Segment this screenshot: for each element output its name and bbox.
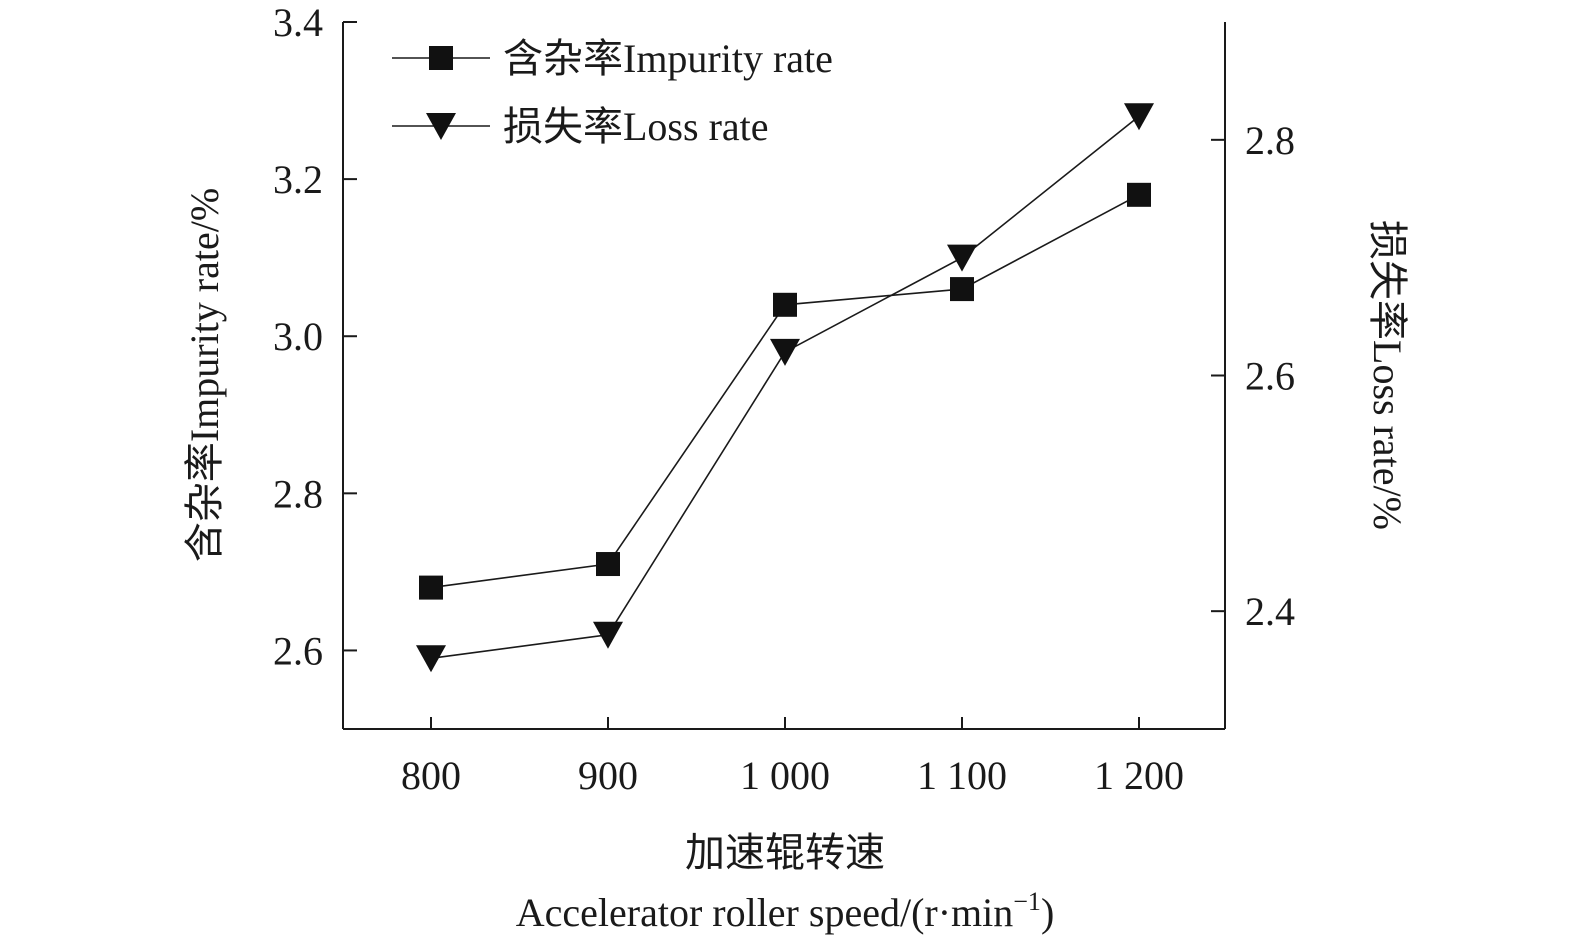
series-1-point [593,621,623,649]
x-axis-label-english-main: Accelerator roller speed/(r·min [516,890,1014,935]
series-1-point [416,645,446,673]
y-left-tick-label: 3.4 [273,0,323,45]
legend-1-label: 损失率Loss rate [503,104,769,149]
y-axis-label-right: 损失率Loss rate/% [1365,220,1410,530]
x-tick-label: 900 [578,753,638,798]
legend-0-marker [429,46,453,70]
series-1-point [1124,103,1154,131]
series-0-line [430,194,1140,589]
legend: 含杂率Impurity rate 损失率Loss rate [392,36,833,149]
series-0-point [950,277,974,302]
series-1-line [430,115,1140,660]
series-0-point [773,292,797,317]
y-axis-label-left: 含杂率Impurity rate/% [182,188,227,562]
y-right-tick-label: 2.6 [1245,354,1295,399]
y-left-tick-label: 2.8 [273,471,323,516]
x-tick-label: 1 100 [917,753,1007,798]
x-axis-label-chinese: 加速辊转速 [685,830,885,875]
y-left-tick-label: 3.0 [273,314,323,359]
x-tick-label: 1 000 [740,753,830,798]
series-1-point [947,244,977,272]
x-axis-label-superscript: −1 [1013,887,1041,916]
series-layer [416,103,1154,673]
x-tick-label: 800 [401,753,461,798]
y-left-tick-label: 2.6 [273,628,323,673]
x-axis-label-english: Accelerator roller speed/(r·min−1) [516,887,1055,935]
y-right-tick-label: 2.4 [1245,589,1295,634]
x-axis-label-english-end: ) [1041,890,1054,935]
series-0-point [1127,182,1151,207]
x-tick-label: 1 200 [1094,753,1184,798]
legend-0-label: 含杂率Impurity rate [503,36,833,81]
legend-1-marker [426,113,456,140]
series-0-point [419,575,443,600]
series-0-point [596,552,620,577]
y-right-tick-label: 2.8 [1245,118,1295,163]
series-1-point [770,338,800,366]
axes: 2.6 2.8 3.0 3.2 3.4 2.4 2.6 2.8 800 900 1 000 1 100… [273,0,1295,798]
y-left-tick-label: 3.2 [273,157,323,202]
